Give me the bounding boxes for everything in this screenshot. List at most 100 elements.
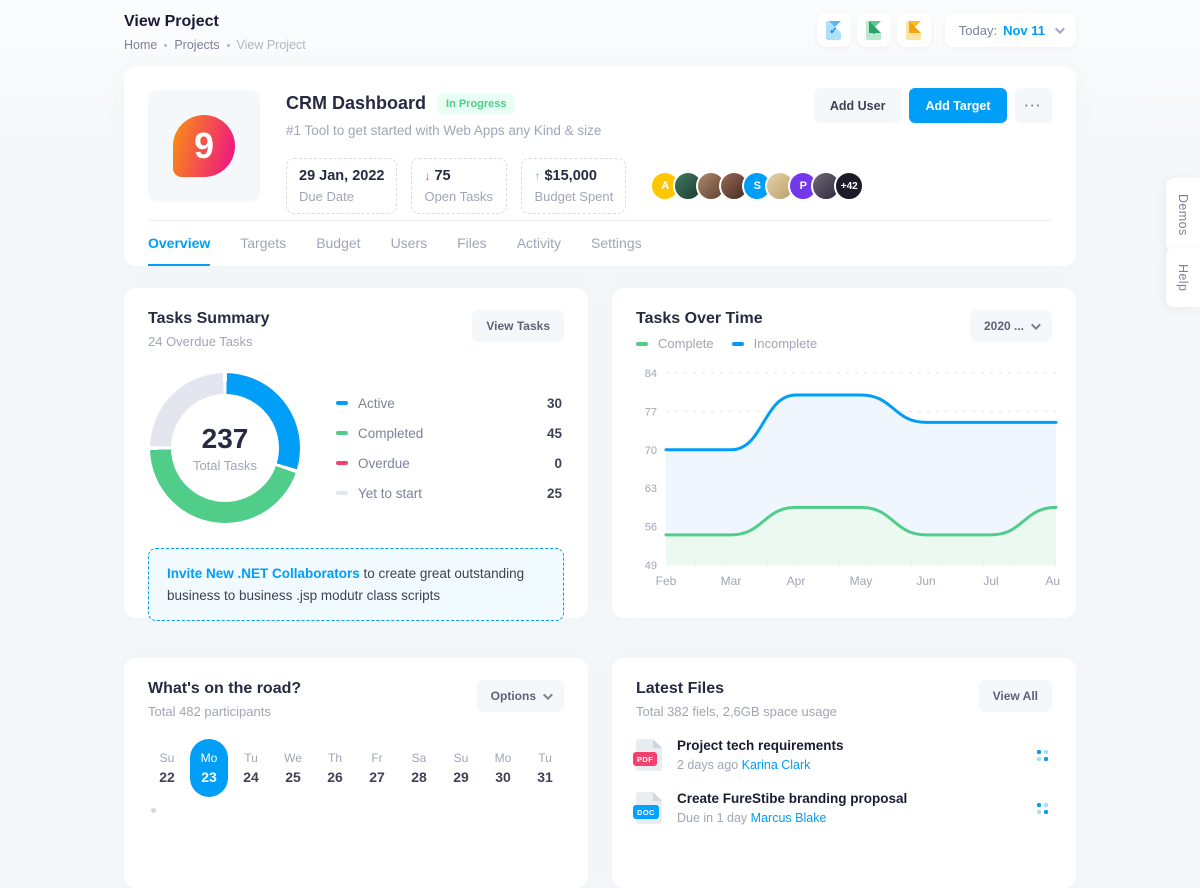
- tab-users[interactable]: Users: [390, 234, 428, 251]
- tab-settings[interactable]: Settings: [591, 234, 642, 251]
- whats-on-road-card: What's on the road? Total 482 participan…: [124, 658, 588, 888]
- avatar-stack: A S P +42: [650, 171, 865, 201]
- breadcrumb-item[interactable]: Projects: [174, 38, 220, 52]
- svg-text:84: 84: [645, 368, 657, 380]
- calendar-day-25[interactable]: We 25: [274, 739, 312, 797]
- side-tab-help[interactable]: Help: [1166, 248, 1200, 308]
- calendar-day-26[interactable]: Th 26: [316, 739, 354, 797]
- calendar-day-30[interactable]: Mo 30: [484, 739, 522, 797]
- file-actions-icon[interactable]: [1033, 799, 1052, 818]
- day-number: 29: [453, 769, 469, 785]
- add-user-button[interactable]: Add User: [813, 88, 902, 123]
- view-tasks-button[interactable]: View Tasks: [472, 310, 564, 342]
- calendar-day-23[interactable]: Mo 23: [190, 739, 228, 797]
- calendar-day-29[interactable]: Su 29: [442, 739, 480, 797]
- view-project-page: View Project Home Projects View Project ✓ …: [0, 0, 1200, 800]
- legend-marker: [336, 431, 348, 435]
- legend-marker: [336, 401, 348, 405]
- day-of-week: Tu: [538, 751, 552, 765]
- options-dropdown[interactable]: Options: [476, 680, 564, 712]
- legend-marker: [731, 341, 744, 346]
- legend-label: Incomplete: [753, 336, 818, 351]
- day-of-week: Sa: [411, 751, 427, 765]
- svg-text:Feb: Feb: [656, 574, 677, 588]
- more-options-button[interactable]: ···: [1014, 88, 1052, 123]
- file-author-link[interactable]: Marcus Blake: [750, 811, 827, 825]
- tasks-area-chart: 84 77 70 63 56 49 Feb Mar Apr May Jun Jul Aug: [636, 363, 1067, 596]
- tab-overview[interactable]: Overview: [148, 221, 211, 266]
- chart-legend: Complete Incomplete: [636, 336, 817, 351]
- chevron-down-icon: [1030, 319, 1041, 330]
- legend-label: Completed: [358, 425, 424, 441]
- calendar-day-27[interactable]: Fr 27: [358, 739, 396, 797]
- total-tasks-label: Total Tasks: [192, 458, 258, 473]
- year-dropdown[interactable]: 2020 ...: [969, 310, 1052, 342]
- legend-label: Overdue: [358, 455, 410, 471]
- project-stats: 29 Jan, 2022 Due Date ↓ 75 Open Tasks ↑ $15,00…: [286, 158, 640, 214]
- file-row[interactable]: PDF Project tech requirements 2 days ago K…: [633, 738, 1052, 772]
- tasks-over-time-card: Tasks Over Time Complete Incomplete 2020 …: [612, 288, 1076, 618]
- view-all-button[interactable]: View All: [978, 680, 1052, 712]
- page-title: View Project: [124, 13, 219, 30]
- road-title: What's on the road?: [148, 680, 302, 697]
- legend-row-active: Active 30: [336, 388, 562, 418]
- svg-text:56: 56: [645, 522, 657, 534]
- file-meta-text: Due in 1 day: [677, 811, 751, 825]
- day-number: 25: [285, 769, 301, 785]
- chart-legend-complete: Complete: [636, 336, 714, 351]
- project-card: 9 CRM Dashboard In Progress #1 Tool to g…: [124, 66, 1076, 266]
- file-name: Project tech requirements: [677, 738, 844, 753]
- tasks-check-icon[interactable]: ✓: [816, 13, 851, 47]
- invite-banner: Invite New .NET Collaborators to create …: [148, 548, 564, 622]
- date-selector[interactable]: Today: Nov 11: [944, 13, 1076, 47]
- day-number: 27: [369, 769, 385, 785]
- stat-value: 29 Jan, 2022: [299, 168, 384, 184]
- top-bar: View Project Home Projects View Project ✓ …: [124, 0, 1076, 66]
- arrow-down-icon: ↓: [424, 169, 431, 183]
- file-actions-icon[interactable]: [1033, 746, 1052, 765]
- project-stat: ↓ 75 Open Tasks: [411, 158, 508, 214]
- svg-text:Jun: Jun: [916, 574, 935, 588]
- document-lines-icon: ≡: [906, 20, 922, 40]
- calendar-day-22[interactable]: Su 22: [148, 739, 186, 797]
- breadcrumb-item[interactable]: Home: [124, 38, 158, 52]
- tab-activity[interactable]: Activity: [516, 234, 562, 251]
- breadcrumb-separator: [164, 43, 168, 47]
- tab-budget[interactable]: Budget: [316, 234, 361, 251]
- project-stat: 29 Jan, 2022 Due Date: [286, 158, 398, 214]
- legend-marker: [336, 491, 348, 495]
- file-icon: PDF: [633, 739, 662, 771]
- side-tab-demos[interactable]: Demos: [1166, 178, 1200, 252]
- breadcrumb-item: View Project: [236, 38, 306, 52]
- invite-link[interactable]: Invite New .NET Collaborators: [167, 566, 360, 581]
- tab-files[interactable]: Files: [457, 234, 487, 251]
- breadcrumb: Home Projects View Project: [124, 38, 306, 52]
- day-number: 30: [495, 769, 511, 785]
- day-number: 31: [537, 769, 553, 785]
- day-number: 23: [201, 769, 217, 785]
- calendar-day-31[interactable]: Tu 31: [526, 739, 564, 797]
- file-meta: 2 days ago Karina Clark: [677, 758, 1033, 772]
- tasks-summary-subtitle: 24 Overdue Tasks: [148, 334, 253, 349]
- project-stat: ↑ $15,000 Budget Spent: [521, 158, 627, 214]
- calendar-day-28[interactable]: Sa 28: [400, 739, 438, 797]
- notes-icon[interactable]: ≡: [896, 13, 931, 47]
- day-of-week: Mo: [494, 751, 512, 765]
- calendar-day-24[interactable]: Tu 24: [232, 739, 270, 797]
- day-number: 28: [411, 769, 427, 785]
- svg-text:Aug: Aug: [1045, 574, 1060, 588]
- add-target-button[interactable]: Add Target: [909, 88, 1007, 123]
- calendar-strip: Su 22 Mo 23 Tu 24 We 25 Th 26 Fr 27 Sa 28 Su 29 Mo 30 Tu 31: [148, 739, 564, 797]
- avatar-more[interactable]: +42: [834, 171, 865, 201]
- file-name: Create FureStibe branding proposal: [677, 791, 908, 806]
- nine-logo-icon: 9: [173, 115, 235, 177]
- file-author-link[interactable]: Karina Clark: [741, 758, 811, 772]
- tab-targets[interactable]: Targets: [240, 234, 287, 251]
- svg-text:63: 63: [645, 483, 657, 495]
- file-row[interactable]: DOC Create FureStibe branding proposal Due…: [633, 791, 1052, 825]
- total-tasks-value: 237: [201, 423, 249, 454]
- stat-label: Budget Spent: [534, 189, 614, 204]
- timeline-bullet: [151, 808, 156, 813]
- day-of-week: We: [284, 751, 302, 765]
- add-file-icon[interactable]: +: [856, 13, 891, 47]
